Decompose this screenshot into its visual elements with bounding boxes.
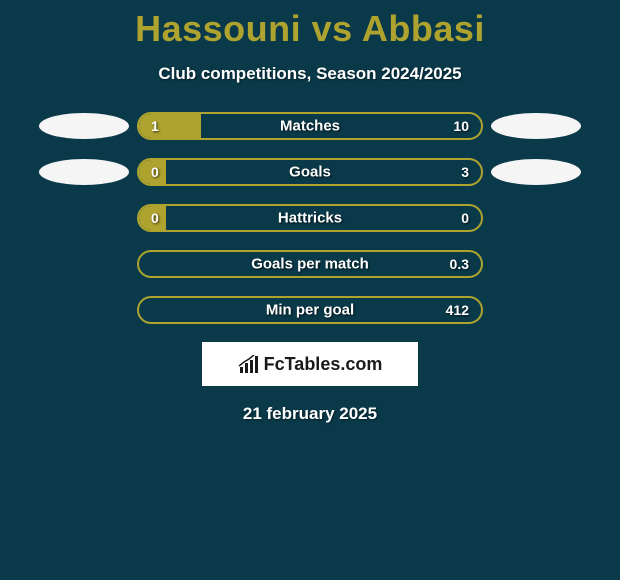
- player-right-name: Abbasi: [362, 8, 485, 49]
- stat-row: 0 Hattricks 0: [0, 204, 620, 232]
- source-logo: FcTables.com: [202, 342, 418, 386]
- player-left-badge: [39, 159, 129, 185]
- player-right-badge: [491, 159, 581, 185]
- comparison-title: Hassouni vs Abbasi: [0, 0, 620, 50]
- stat-label: Goals: [289, 164, 331, 181]
- player-right-badge: [491, 113, 581, 139]
- stat-value-left: 0: [151, 210, 159, 226]
- source-logo-text: FcTables.com: [264, 354, 383, 375]
- stat-row: 0 Goals 3: [0, 158, 620, 186]
- stat-bar-fill-left: [139, 114, 201, 138]
- player-left-badge: [39, 113, 129, 139]
- stat-value-right: 412: [446, 302, 469, 318]
- stat-bar-track: 0 Goals 3: [137, 158, 483, 186]
- stat-label: Matches: [280, 118, 340, 135]
- stat-value-right: 0: [461, 210, 469, 226]
- stat-bar-track: 0 Hattricks 0: [137, 204, 483, 232]
- stat-bar-track: 1 Matches 10: [137, 112, 483, 140]
- player-left-name: Hassouni: [135, 8, 301, 49]
- stat-row: Goals per match 0.3: [0, 250, 620, 278]
- comparison-date: 21 february 2025: [0, 404, 620, 424]
- stat-label: Hattricks: [278, 210, 342, 227]
- stat-value-left: 0: [151, 164, 159, 180]
- comparison-subtitle: Club competitions, Season 2024/2025: [0, 64, 620, 84]
- stat-bar-track: Min per goal 412: [137, 296, 483, 324]
- stat-row: Min per goal 412: [0, 296, 620, 324]
- stat-value-right: 10: [453, 118, 469, 134]
- stat-row: 1 Matches 10: [0, 112, 620, 140]
- stat-label: Goals per match: [251, 256, 369, 273]
- stat-value-right: 3: [461, 164, 469, 180]
- stat-value-left: 1: [151, 118, 159, 134]
- stat-label: Min per goal: [266, 302, 354, 319]
- stat-value-right: 0.3: [450, 256, 469, 272]
- chart-icon: [238, 355, 260, 373]
- stats-chart: 1 Matches 10 0 Goals 3 0 Hattricks 0 Goals per ma…: [0, 112, 620, 324]
- title-vs: vs: [312, 8, 353, 49]
- stat-bar-track: Goals per match 0.3: [137, 250, 483, 278]
